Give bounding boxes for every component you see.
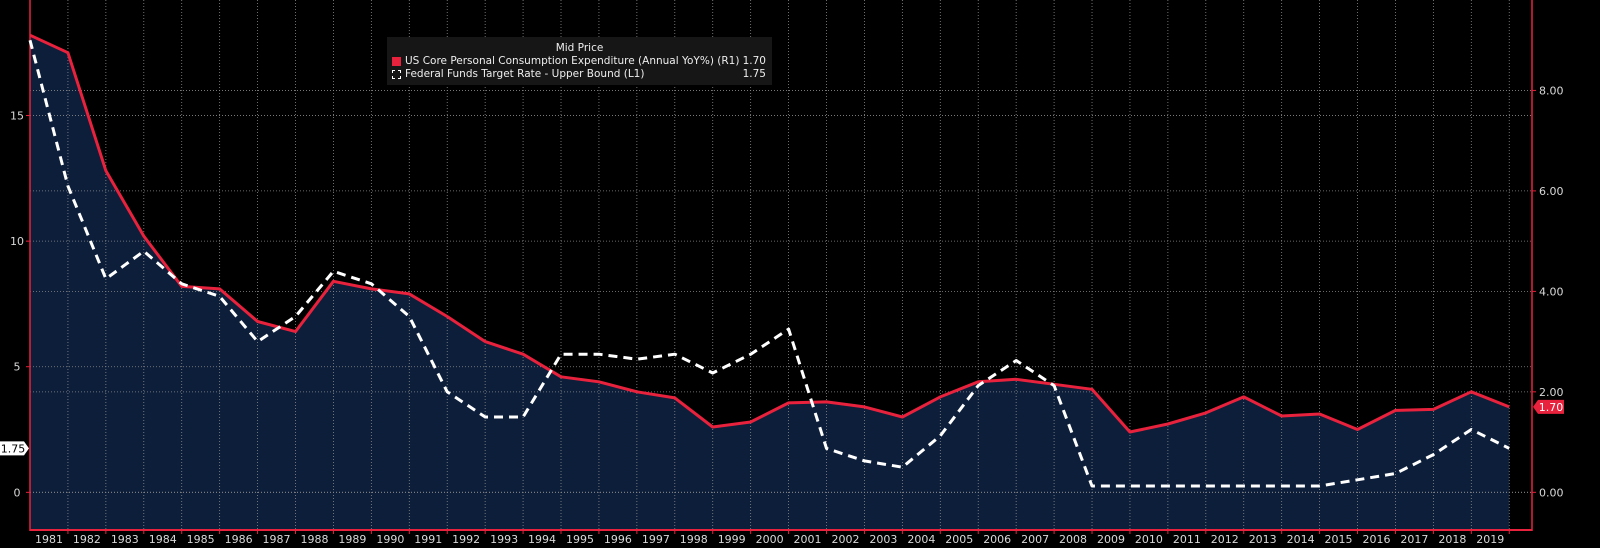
x-axis-tick-label: 1981 [35,533,63,546]
fedfunds-series-line [28,39,1510,488]
x-axis-tick-label: 1982 [73,533,101,546]
x-axis-tick-label: 1985 [187,533,215,546]
x-axis-tick-label: 1984 [149,533,177,546]
x-axis-tick-label: 2015 [1325,533,1353,546]
legend-value-fedfunds: 1.75 [742,68,766,80]
x-axis-tick-label: 2013 [1249,533,1277,546]
x-axis-tick-label: 2005 [945,533,973,546]
right-axis-tick-label: 8.00 [1539,84,1564,97]
x-axis-tick-label: 2003 [869,533,897,546]
legend-title: Mid Price [555,42,604,54]
legend-swatch-fedfunds [392,70,401,79]
x-axis-tick-label: 2016 [1362,533,1390,546]
left-axis-tick-label: 5 [14,361,21,374]
x-axis-tick-label: 2011 [1173,533,1201,546]
x-axis-tick-label: 2017 [1400,533,1428,546]
x-axis-tick-label: 1989 [338,533,366,546]
x-axis-tick-label: 1983 [111,533,139,546]
x-axis-tick-label: 1991 [414,533,442,546]
pce-series-line [29,33,1510,434]
pce-area-fill [30,35,1510,530]
x-axis-tick-label: 1997 [642,533,670,546]
right-axis-tick-label: 4.00 [1539,285,1564,298]
x-axis-tick-label: 2006 [983,533,1011,546]
fedfunds-last-value-label: 1.75 [1,442,26,455]
fedfunds-last-value-marker [0,441,29,456]
x-axis-tick-label: 1987 [263,533,291,546]
x-axis-tick-label: 2002 [831,533,859,546]
x-axis-tick-label: 2014 [1287,533,1315,546]
x-axis-tick-label: 2004 [907,533,935,546]
x-axis-tick-label: 2001 [794,533,822,546]
right-axis-tick-label: 2.00 [1539,386,1564,399]
x-axis-tick-label: 1999 [718,533,746,546]
left-axis-tick-label: 15 [10,110,24,123]
left-axis-tick-label: 0 [14,486,21,499]
x-axis-tick-label: 1988 [300,533,328,546]
x-axis-tick-label: 1993 [490,533,518,546]
x-axis-tick-label: 1996 [604,533,632,546]
legend-label-fedfunds: Federal Funds Target Rate - Upper Bound … [405,68,645,80]
x-axis-tick-label: 2008 [1059,533,1087,546]
x-axis-tick-label: 1995 [566,533,594,546]
x-axis-tick-label: 1990 [376,533,404,546]
x-axis-tick-label: 2007 [1021,533,1049,546]
x-axis-tick-label: 2018 [1438,533,1466,546]
legend-item-pce: US Core Personal Consumption Expenditure… [387,55,772,68]
legend-swatch-pce [392,57,401,66]
x-axis-tick-label: 2010 [1135,533,1163,546]
x-axis-tick-label: 1998 [680,533,708,546]
x-axis-tick-label: 2012 [1211,533,1239,546]
x-axis-tick-label: 1992 [452,533,480,546]
left-axis-tick-label: 10 [10,235,24,248]
x-axis-tick-label: 2019 [1476,533,1504,546]
x-axis-tick-label: 2009 [1097,533,1125,546]
pce-last-value-label: 1.70 [1539,401,1564,414]
right-axis-tick-label: 0.00 [1539,486,1564,499]
legend-item-fedfunds: Federal Funds Target Rate - Upper Bound … [387,68,772,81]
pce-last-value-marker [1533,399,1564,414]
legend-label-pce: US Core Personal Consumption Expenditure… [405,55,740,67]
legend-value-pce: 1.70 [742,55,766,67]
x-axis-tick-label: 1994 [528,533,556,546]
right-axis-tick-label: 6.00 [1539,185,1564,198]
x-axis-tick-label: 2000 [756,533,784,546]
legend: Mid Price US Core Personal Consumption E… [387,37,772,85]
x-axis-tick-label: 1986 [225,533,253,546]
